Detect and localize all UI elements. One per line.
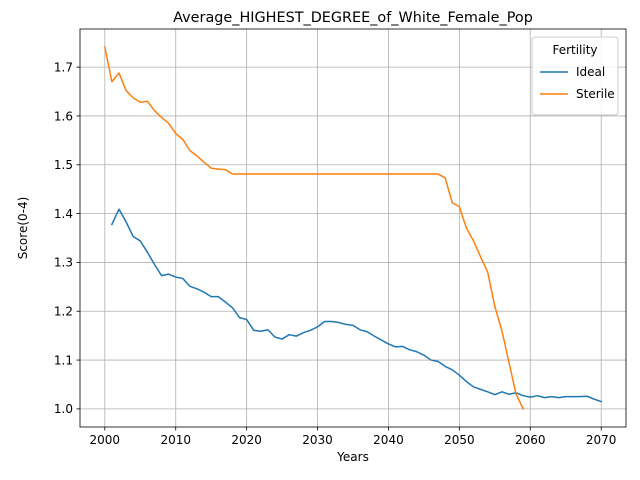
legend-label-ideal: Ideal (576, 65, 605, 79)
legend-title: Fertility (552, 43, 597, 57)
y-tick-label: 1.7 (54, 60, 73, 74)
x-tick-label: 2000 (90, 433, 121, 447)
chart-title: Average_HIGHEST_DEGREE_of_White_Female_P… (173, 10, 533, 26)
y-tick-label: 1.0 (54, 402, 73, 416)
x-tick-label: 2030 (302, 433, 333, 447)
y-tick-label: 1.6 (54, 109, 73, 123)
x-tick-label: 2070 (586, 433, 617, 447)
series-line-ideal (110, 208, 603, 403)
legend-label-sterile: Sterile (576, 87, 615, 101)
x-tick-label: 2060 (515, 433, 546, 447)
grid-lines (80, 29, 626, 427)
y-tick-label: 1.2 (54, 305, 73, 319)
x-tick-label: 2010 (160, 433, 191, 447)
legend-box (531, 36, 619, 116)
y-tick-label: 1.1 (54, 353, 73, 367)
x-axis-label: Years (336, 450, 369, 464)
legend-entries: Ideal Sterile (540, 65, 615, 101)
y-tick-label: 1.4 (54, 207, 73, 221)
x-tick-label: 2040 (373, 433, 404, 447)
axes-frame (79, 28, 627, 428)
legend: Fertility Ideal Sterile (531, 36, 619, 116)
x-tick-label: 2050 (444, 433, 475, 447)
series-line-sterile (103, 46, 525, 410)
x-axis-ticks: 2000 2010 2020 2030 2040 2050 2060 2070 (90, 427, 617, 447)
y-axis-label: Score(0-4) (16, 197, 30, 260)
y-tick-label: 1.3 (54, 256, 73, 270)
x-tick-label: 2020 (231, 433, 262, 447)
series-lines (103, 46, 603, 410)
y-axis-ticks: 1.0 1.1 1.2 1.3 1.4 1.5 1.6 1.7 (54, 60, 80, 416)
y-tick-label: 1.5 (54, 158, 73, 172)
